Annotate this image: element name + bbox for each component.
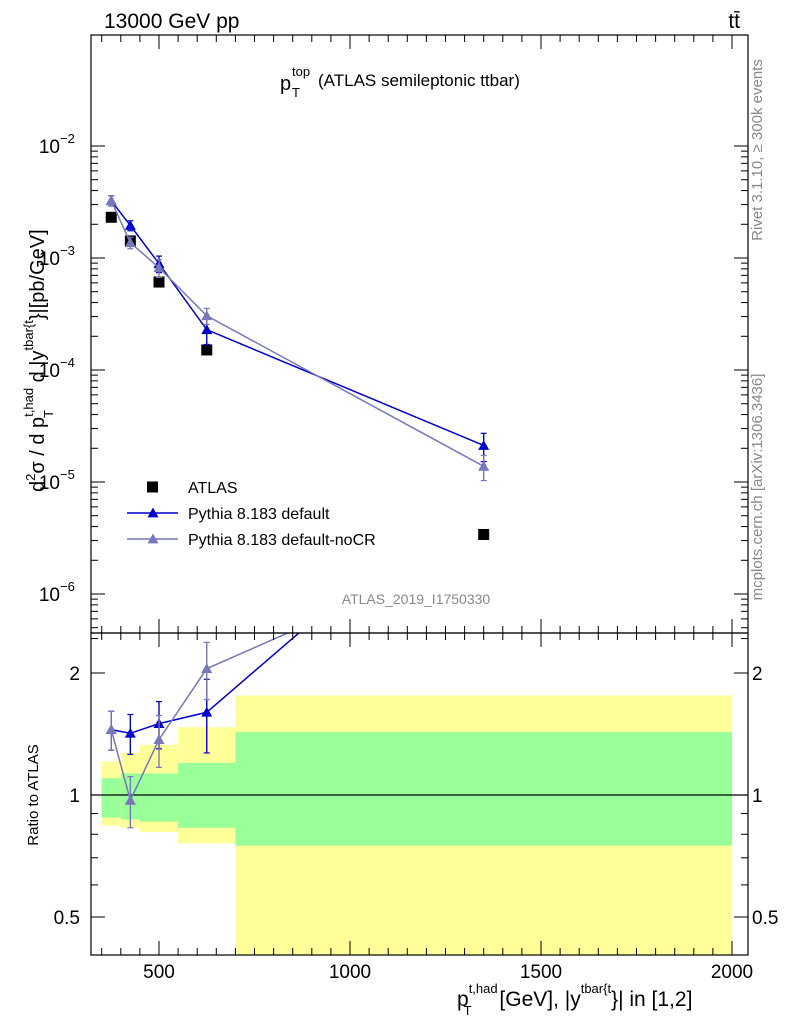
legend-label-1: Pythia 8.183 default <box>188 506 330 523</box>
x-axis-label: pt,had T [GeV], |ytbar{t}| in [1,2] <box>457 981 692 1018</box>
ratio-y-tick-label-right-1: 1 <box>752 786 763 807</box>
main-y-tick-label-0: 10 <box>39 137 60 158</box>
title-sup: top <box>292 64 310 79</box>
title-sub: T <box>292 85 300 100</box>
ylabel-sup2: 2 <box>23 474 38 481</box>
main-y-tick-exponent-4: −6 <box>60 579 75 594</box>
atlas-data-point-4 <box>478 528 490 540</box>
series-1-point-1 <box>124 220 136 230</box>
series-2-point-3 <box>201 310 213 321</box>
ratio-series-2-point-3 <box>201 663 213 674</box>
series-2-point-0 <box>105 195 117 206</box>
ylabel-unit: }|[pb/GeV] <box>27 229 49 320</box>
ratio-y-tick-label-left-0: 0.5 <box>54 908 80 929</box>
main-y-tick-label-2: 10 <box>39 361 60 382</box>
legend-marker-2 <box>147 533 159 544</box>
ratio-series-2-point-0 <box>105 724 117 735</box>
series-2-line <box>110 200 485 467</box>
inner-band-bin-0 <box>101 778 121 818</box>
main-plot-layer <box>105 195 490 540</box>
ratio-series-2-point-2 <box>153 734 165 744</box>
ylabel-d: d <box>27 481 49 492</box>
ratio-y-tick-label-left-2: 2 <box>69 664 80 685</box>
xlabel-end: }| in [1,2] <box>611 988 692 1011</box>
ylabel-sup-tbar: tbar{t <box>21 320 36 351</box>
ratio-series-1-point-1 <box>124 727 136 738</box>
ratio-uncertainty-bands <box>91 695 748 955</box>
header-energy-label: 13000 GeV pp <box>104 10 239 33</box>
xlabel-mid: [GeV], |y <box>494 988 582 1011</box>
atlas-data-point-2 <box>153 276 165 288</box>
main-y-tick-exponent-0: −2 <box>60 131 75 146</box>
title-rest: (ATLAS semileptonic ttbar) <box>318 71 520 90</box>
xlabel-p: p <box>457 988 469 1011</box>
series-1-point-3 <box>201 324 213 335</box>
analysis-id: ATLAS_2019_I1750330 <box>342 591 491 607</box>
main-y-tick-label-4: 10 <box>39 585 60 606</box>
title-p: p <box>280 73 291 95</box>
ratio-series-1-point-3 <box>201 706 213 717</box>
legend-label-0: ATLAS <box>188 480 238 497</box>
xlabel-sup-thad: t,had <box>469 981 498 996</box>
series-2-point-2 <box>153 262 165 273</box>
main-y-tick-label-3: 10 <box>39 473 60 494</box>
ratio-y-tick-label-left-1: 1 <box>69 786 80 807</box>
x-tick-label-1000: 1000 <box>329 962 371 983</box>
ylabel-sigma: σ / d p <box>27 417 49 474</box>
atlas-data-point-3 <box>201 344 213 356</box>
main-y-tick-label-1: 10 <box>39 249 60 270</box>
series-1-line <box>110 200 484 447</box>
ylabel-sub-t: T <box>41 410 56 418</box>
ratio-y-axis-label: Ratio to ATLAS <box>25 744 42 845</box>
ratio-plot-layer <box>105 541 489 829</box>
ylabel-dy: d |y <box>27 351 49 388</box>
main-y-axis-label: d2σ / d pt,had T d |ytbar{t}|[pb/GeV] <box>21 229 56 492</box>
legend-label-2: Pythia 8.183 default-noCR <box>188 532 376 549</box>
ratio-y-tick-label-right-2: 2 <box>752 664 763 685</box>
ratio-plot-frame <box>90 632 749 956</box>
legend: ATLAS Pythia 8.183 default Pythia 8.183 de… <box>127 480 376 549</box>
legend-marker-1 <box>147 507 159 518</box>
xlabel-sup-tbar: tbar{t <box>581 981 612 996</box>
series-1-point-4 <box>478 439 490 450</box>
legend-marker-atlas <box>147 481 158 493</box>
ratio-y-tick-label-right-0: 0.5 <box>752 908 778 929</box>
plot-title: p top T (ATLAS semileptonic ttbar) <box>280 64 520 100</box>
main-y-tick-exponent-2: −4 <box>60 355 75 370</box>
x-tick-label-500: 500 <box>143 962 175 983</box>
inner-band-bin-4 <box>235 732 732 846</box>
x-tick-label-2000: 2000 <box>711 962 753 983</box>
inner-band-bin-2 <box>139 773 179 822</box>
xlabel-sub-t: T <box>464 1003 472 1018</box>
ratio-series-2-point-1 <box>124 794 136 805</box>
mcplots-label: mcplots.cern.ch [arXiv:1306.3436] <box>749 374 766 601</box>
ratio-series-2-point-4 <box>478 541 489 551</box>
ylabel-sup-thad: t,had <box>21 388 36 417</box>
atlas-data-point-0 <box>105 211 117 223</box>
main-y-tick-exponent-1: −3 <box>60 243 75 258</box>
main-y-tick-exponent-3: −5 <box>60 467 75 482</box>
rivet-version-label: Rivet 3.1.10, ≥ 300k events <box>749 59 766 241</box>
x-tick-label-1500: 1500 <box>520 962 562 983</box>
header-process-label: tt̄ <box>728 10 740 33</box>
series-2-point-4 <box>478 460 490 471</box>
series-2-point-1 <box>124 237 136 248</box>
